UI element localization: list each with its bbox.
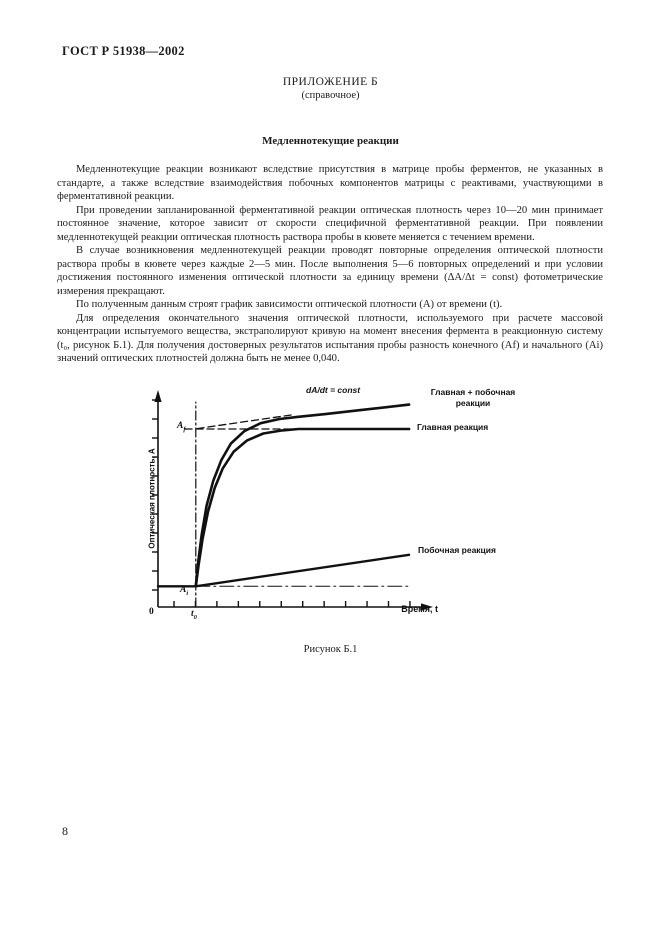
ai-value-label: Аi [180, 585, 189, 597]
paragraph-1: Медленнотекущие реакции возникают вследс… [57, 164, 603, 202]
y-axis-label: Оптическая плотность, А [147, 448, 157, 549]
legend-main-plus-side-line1: Главная + побочная [430, 387, 516, 397]
section-title: Медленнотекущие реакции [262, 135, 399, 147]
document-header: ГОСТ Р 51938—2002 [62, 44, 185, 58]
paragraph-2: При проведении запланированной ферментат… [57, 204, 603, 243]
legend-main-plus-side: Главная + побочная реакции [417, 387, 529, 408]
y-axis-arrow [154, 390, 162, 402]
series-dashed [196, 414, 294, 430]
rate-annotation: dA/dt = const [306, 385, 361, 395]
legend-main-plus-side-line2: реакции [455, 397, 491, 408]
t0-tick-label: t0 [191, 609, 197, 621]
page-number: 8 [62, 824, 68, 838]
paragraph-3: В случае возникновения медленнотекущей р… [57, 245, 603, 297]
origin-tick-label: 0 [149, 607, 154, 617]
chart-canvas [152, 390, 433, 611]
paragraph-5: Для определения окончательного значения … [57, 312, 603, 365]
legend-side-reaction: Побочная реакция [418, 545, 496, 555]
af-value-label: Аf [177, 421, 186, 433]
series-thick [194, 553, 411, 588]
appendix-title: ПРИЛОЖЕНИЕ Б [282, 76, 379, 88]
figure-b1: Оптическая плотность, А dA/dt = const Гл… [140, 385, 540, 635]
appendix-subtitle: (справочное) [301, 90, 360, 101]
body-text: Медленнотекущие реакции возникают вследс… [57, 163, 603, 366]
figure-caption: Рисунок Б.1 [303, 644, 358, 655]
paragraph-4: По полученным данным строят график завис… [76, 299, 503, 310]
series-curve [194, 403, 411, 588]
legend-main-reaction: Главная реакция [417, 422, 489, 432]
x-axis-label: Время, t [401, 604, 438, 614]
x-axis-arrow [421, 603, 433, 611]
series-curve [194, 427, 411, 588]
